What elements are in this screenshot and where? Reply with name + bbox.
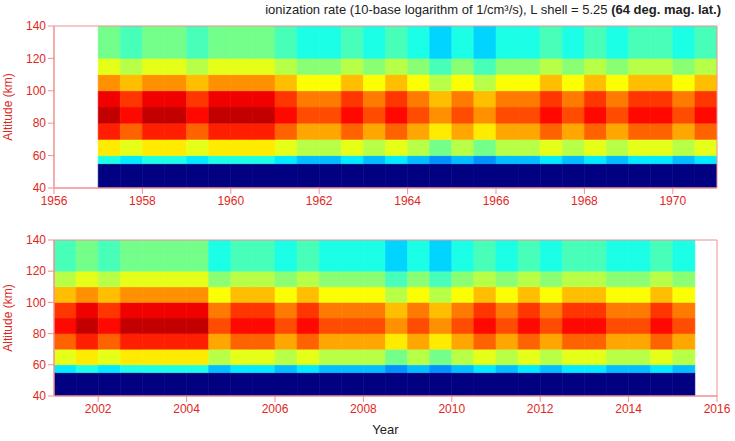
svg-text:140: 140 (26, 233, 46, 247)
svg-text:Altitude (km): Altitude (km) (1, 284, 15, 351)
svg-text:80: 80 (33, 327, 47, 341)
svg-text:2010: 2010 (438, 402, 465, 416)
svg-text:1970: 1970 (659, 194, 686, 208)
svg-text:1960: 1960 (217, 194, 244, 208)
svg-text:2008: 2008 (350, 402, 377, 416)
svg-text:100: 100 (26, 84, 46, 98)
svg-text:2014: 2014 (615, 402, 642, 416)
svg-text:1968: 1968 (571, 194, 598, 208)
svg-text:Year: Year (372, 422, 399, 436)
svg-text:100: 100 (26, 296, 46, 310)
html-text:ionization rate (10-base logar: ionization rate (10-base logarithm of 1/… (265, 2, 721, 17)
svg-text:40: 40 (33, 181, 47, 195)
svg-text:1962: 1962 (306, 194, 333, 208)
svg-text:1956: 1956 (41, 194, 68, 208)
svg-text:1964: 1964 (394, 194, 421, 208)
svg-text:Altitude (km): Altitude (km) (1, 73, 15, 140)
svg-text:1966: 1966 (483, 194, 510, 208)
svg-text:2012: 2012 (527, 402, 554, 416)
svg-text:40: 40 (33, 389, 47, 403)
svg-text:120: 120 (26, 264, 46, 278)
svg-text:60: 60 (33, 358, 47, 372)
svg-text:2016: 2016 (704, 402, 731, 416)
svg-text:80: 80 (33, 116, 47, 130)
svg-text:120: 120 (26, 52, 46, 66)
svg-text:2004: 2004 (173, 402, 200, 416)
svg-text:60: 60 (33, 149, 47, 163)
svg-text:140: 140 (26, 20, 46, 33)
svg-text:2002: 2002 (85, 402, 112, 416)
svg-text:2006: 2006 (262, 402, 289, 416)
svg-text:1958: 1958 (129, 194, 156, 208)
